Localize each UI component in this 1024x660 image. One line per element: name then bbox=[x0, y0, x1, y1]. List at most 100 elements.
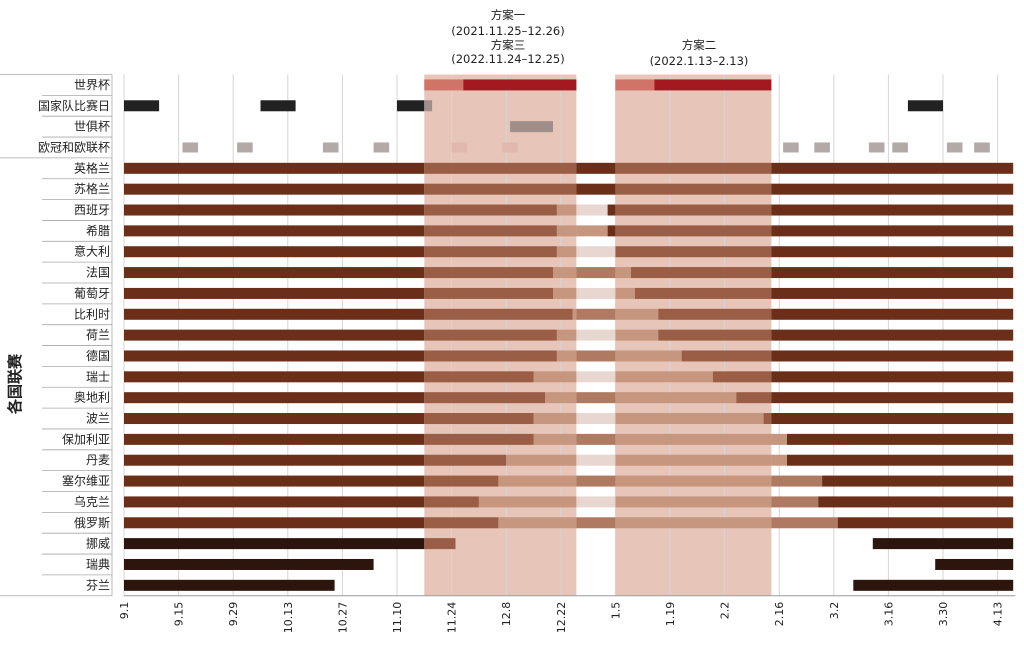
bar-保加利亚 bbox=[124, 433, 425, 445]
row-label: 苏格兰 bbox=[74, 181, 110, 196]
bar-苏格兰 bbox=[576, 183, 616, 195]
bar-瑞士 bbox=[424, 371, 534, 383]
bars bbox=[124, 79, 1014, 591]
bar-保加利亚 bbox=[771, 433, 787, 445]
row-label: 保加利亚 bbox=[62, 432, 110, 446]
x-tick-label: 11.24 bbox=[446, 602, 459, 634]
row-label: 世界杯 bbox=[74, 78, 110, 92]
x-tick-label: 2.2 bbox=[719, 602, 732, 620]
row-label: 英格兰 bbox=[74, 160, 110, 175]
scheme2-label: 方案二 bbox=[682, 38, 717, 52]
bar-塞尔维亚 bbox=[124, 475, 425, 487]
group-label: 各国联赛 bbox=[6, 353, 24, 415]
row-label: 瑞典 bbox=[86, 557, 110, 571]
bar-奥地利 bbox=[736, 392, 772, 404]
bar-乌克兰 bbox=[576, 496, 616, 508]
row-labels: 世界杯国家队比赛日世俱杯欧冠和欧联杯英格兰苏格兰西班牙希腊意大利法国葡萄牙比利时… bbox=[38, 78, 110, 592]
row-label: 世俱杯 bbox=[74, 119, 110, 134]
bar-德国 bbox=[576, 350, 616, 362]
bar-葡萄牙 bbox=[771, 287, 1014, 299]
bar-欧冠和欧联杯 bbox=[814, 142, 830, 153]
bar-塞尔维亚 bbox=[424, 475, 499, 487]
bar-保加利亚 bbox=[615, 433, 772, 445]
bar-法国 bbox=[576, 267, 616, 279]
bar-欧冠和欧联杯 bbox=[783, 142, 799, 153]
bar-波兰 bbox=[576, 413, 616, 425]
bar-西班牙 bbox=[424, 204, 557, 216]
bar-英格兰 bbox=[424, 162, 577, 174]
bar-欧冠和欧联杯 bbox=[974, 142, 990, 153]
bar-挪威 bbox=[124, 538, 425, 550]
bar-欧冠和欧联杯 bbox=[373, 142, 390, 153]
bar-荷兰 bbox=[556, 329, 577, 341]
bar-丹麦 bbox=[424, 454, 507, 466]
bar-保加利亚 bbox=[533, 433, 577, 445]
bar-波兰 bbox=[533, 413, 577, 425]
bar-瑞士 bbox=[533, 371, 577, 383]
bar-国家队比赛日 bbox=[424, 100, 433, 112]
bar-比利时 bbox=[124, 308, 425, 320]
row-label: 波兰 bbox=[86, 412, 110, 426]
bar-德国 bbox=[556, 350, 577, 362]
bar-乌克兰 bbox=[478, 496, 577, 508]
bar-世界杯 bbox=[463, 79, 577, 91]
row-label: 芬兰 bbox=[86, 578, 110, 592]
bar-荷兰 bbox=[658, 329, 772, 341]
bar-苏格兰 bbox=[771, 183, 1014, 195]
bar-法国 bbox=[124, 267, 425, 279]
bar-意大利 bbox=[424, 246, 557, 258]
bar-西班牙 bbox=[124, 204, 425, 216]
row-label: 国家队比赛日 bbox=[38, 98, 110, 113]
bar-希腊 bbox=[424, 225, 557, 237]
bar-世俱杯 bbox=[510, 121, 553, 133]
bar-希腊 bbox=[576, 225, 608, 237]
bar-西班牙 bbox=[771, 204, 1014, 216]
x-tick-label: 2.16 bbox=[773, 602, 786, 627]
bar-国家队比赛日 bbox=[260, 100, 296, 112]
bar-比利时 bbox=[771, 308, 1014, 320]
bar-丹麦 bbox=[771, 454, 787, 466]
bar-意大利 bbox=[771, 246, 1014, 258]
bar-丹麦 bbox=[124, 454, 425, 466]
bar-比利时 bbox=[615, 308, 659, 320]
row-label: 挪威 bbox=[86, 537, 110, 551]
bar-欧冠和欧联杯 bbox=[182, 142, 199, 153]
bar-波兰 bbox=[771, 413, 1014, 425]
bar-葡萄牙 bbox=[576, 287, 616, 299]
bar-希腊 bbox=[771, 225, 1014, 237]
row-label: 希腊 bbox=[86, 223, 110, 238]
bar-欧冠和欧联杯 bbox=[451, 142, 468, 153]
bar-希腊 bbox=[556, 225, 577, 237]
bar-德国 bbox=[424, 350, 557, 362]
bar-葡萄牙 bbox=[553, 287, 577, 299]
bar-英格兰 bbox=[124, 162, 425, 174]
bar-芬兰 bbox=[124, 579, 335, 591]
bar-世界杯 bbox=[424, 79, 464, 91]
x-tick-label: 1.19 bbox=[664, 602, 677, 627]
bar-荷兰 bbox=[615, 329, 659, 341]
bar-塞尔维亚 bbox=[822, 475, 1014, 487]
bar-瑞士 bbox=[615, 371, 713, 383]
bar-西班牙 bbox=[607, 204, 616, 216]
bar-苏格兰 bbox=[124, 183, 425, 195]
bar-荷兰 bbox=[771, 329, 1014, 341]
scheme1-dates: (2021.11.25–12.26) bbox=[451, 24, 565, 38]
row-label: 比利时 bbox=[74, 307, 110, 321]
bar-国家队比赛日 bbox=[397, 100, 425, 112]
bar-西班牙 bbox=[615, 204, 772, 216]
bar-瑞士 bbox=[576, 371, 616, 383]
bar-保加利亚 bbox=[787, 433, 1014, 445]
bar-法国 bbox=[553, 267, 577, 279]
x-tick-label: 12.8 bbox=[500, 602, 513, 627]
row-label: 法国 bbox=[86, 266, 110, 280]
bar-欧冠和欧联杯 bbox=[892, 142, 908, 153]
bar-波兰 bbox=[424, 413, 534, 425]
bar-挪威 bbox=[424, 538, 456, 550]
bar-瑞典 bbox=[935, 558, 1014, 570]
bar-乌克兰 bbox=[615, 496, 772, 508]
bar-瑞士 bbox=[712, 371, 772, 383]
bar-乌克兰 bbox=[424, 496, 479, 508]
bar-丹麦 bbox=[576, 454, 616, 466]
row-label: 欧冠和欧联杯 bbox=[38, 140, 110, 154]
row-label: 俄罗斯 bbox=[74, 516, 110, 530]
